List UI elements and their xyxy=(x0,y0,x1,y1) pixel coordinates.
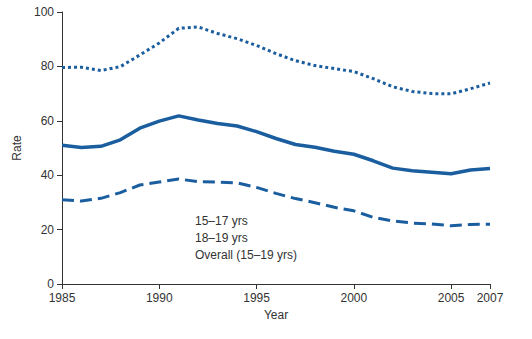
svg-text:80: 80 xyxy=(41,59,55,73)
svg-text:60: 60 xyxy=(41,114,55,128)
svg-text:1990: 1990 xyxy=(146,291,173,305)
svg-text:Overall (15–19 yrs): Overall (15–19 yrs) xyxy=(195,248,297,262)
svg-text:18–19 yrs: 18–19 yrs xyxy=(195,231,248,245)
svg-text:Year: Year xyxy=(264,308,288,322)
svg-text:15–17 yrs: 15–17 yrs xyxy=(195,214,248,228)
svg-text:Rate: Rate xyxy=(10,135,24,161)
svg-text:20: 20 xyxy=(41,223,55,237)
svg-text:1985: 1985 xyxy=(49,291,76,305)
svg-text:2005: 2005 xyxy=(438,291,465,305)
svg-text:0: 0 xyxy=(47,277,54,291)
svg-text:100: 100 xyxy=(34,5,54,19)
svg-text:1995: 1995 xyxy=(243,291,270,305)
svg-text:40: 40 xyxy=(41,168,55,182)
svg-text:2000: 2000 xyxy=(340,291,367,305)
svg-text:2007: 2007 xyxy=(477,291,504,305)
